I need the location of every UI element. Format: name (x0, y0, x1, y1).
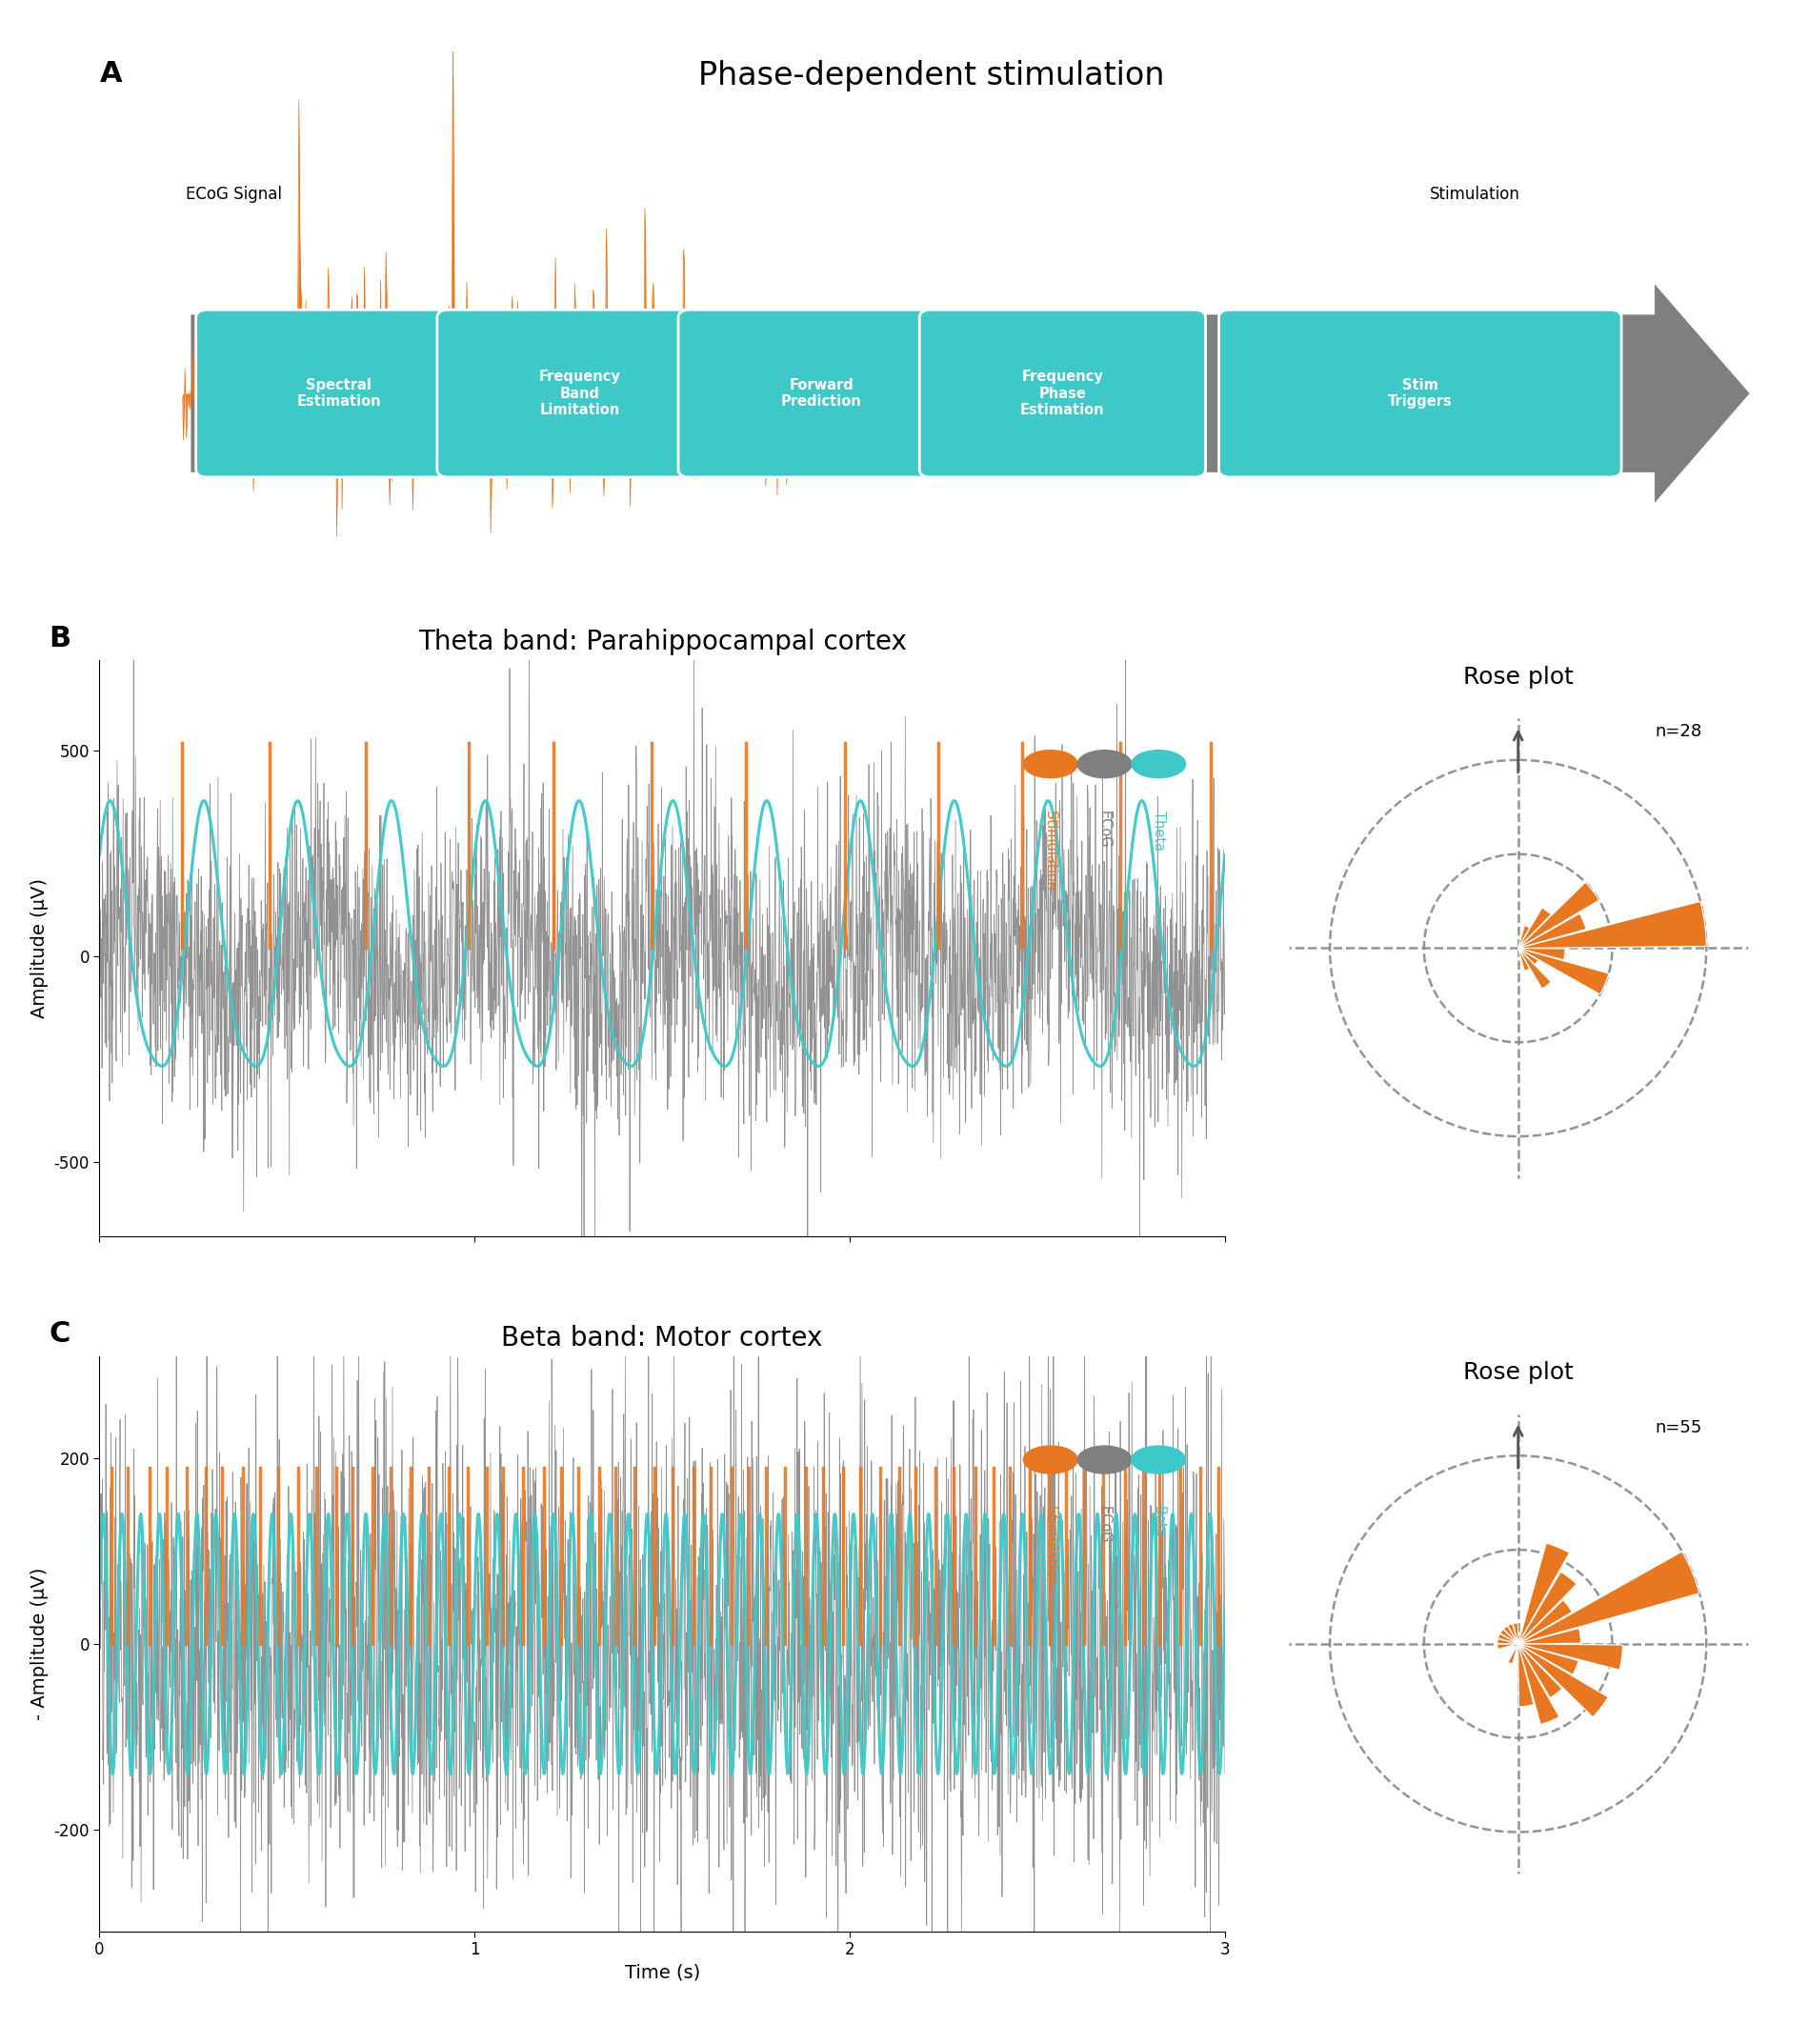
Text: n=55: n=55 (1654, 1419, 1701, 1437)
Bar (1499, 1633, 1519, 1643)
Circle shape (1023, 750, 1078, 779)
Text: A: A (99, 59, 121, 88)
Text: Stimulation: Stimulation (1043, 809, 1058, 891)
Text: Beta: Beta (1152, 1506, 1166, 1537)
Title: Theta band: Parahippocampal cortex: Theta band: Parahippocampal cortex (418, 630, 906, 656)
Text: Forward
Prediction: Forward Prediction (781, 378, 862, 409)
Title: Rose plot: Rose plot (1463, 1361, 1573, 1384)
Text: Frequency
Band
Limitation: Frequency Band Limitation (539, 370, 622, 417)
Bar (1488, 321, 1495, 401)
Bar (1519, 914, 1586, 948)
Y-axis label: Amplitude (μV): Amplitude (μV) (31, 879, 49, 1018)
Text: ECoG Signal: ECoG Signal (186, 186, 282, 202)
Bar (1519, 1551, 1700, 1643)
Text: ECoG: ECoG (1097, 1506, 1112, 1543)
Title: Rose plot: Rose plot (1463, 666, 1573, 689)
Bar (1501, 1629, 1519, 1643)
Circle shape (1078, 1445, 1132, 1474)
Text: B: B (49, 625, 71, 652)
Polygon shape (192, 284, 1750, 503)
Circle shape (1023, 1445, 1078, 1474)
Circle shape (1132, 750, 1186, 779)
Bar (1459, 321, 1466, 401)
Bar (1519, 948, 1539, 965)
Bar (1519, 1643, 1578, 1674)
Bar (1519, 1643, 1558, 1725)
FancyBboxPatch shape (678, 311, 964, 476)
Bar (1497, 1643, 1519, 1650)
Bar (1519, 1600, 1573, 1643)
Bar (1519, 883, 1598, 948)
Text: ECoG: ECoG (1097, 809, 1112, 848)
Y-axis label: - Amplitude (μV): - Amplitude (μV) (31, 1568, 49, 1721)
Bar (1519, 1643, 1562, 1699)
Text: Stimulation: Stimulation (1043, 1506, 1058, 1586)
Bar (1443, 321, 1450, 401)
Bar (1519, 1572, 1577, 1643)
Bar (1519, 948, 1530, 971)
Circle shape (1078, 750, 1132, 779)
Bar (1519, 1543, 1569, 1643)
Bar (1513, 1623, 1519, 1643)
Text: Theta: Theta (1152, 809, 1166, 850)
FancyBboxPatch shape (438, 311, 723, 476)
Bar (1519, 1629, 1580, 1643)
Title: Beta band: Motor cortex: Beta band: Motor cortex (501, 1325, 823, 1351)
Bar (1504, 1625, 1519, 1643)
Bar (1519, 901, 1707, 948)
Text: Stim
Triggers: Stim Triggers (1389, 378, 1452, 409)
Text: Spectral
Estimation: Spectral Estimation (297, 378, 381, 409)
Text: Frequency
Phase
Estimation: Frequency Phase Estimation (1020, 370, 1105, 417)
Bar (1519, 948, 1551, 989)
Bar (1519, 948, 1566, 961)
Bar (1519, 948, 1609, 993)
Bar (1519, 1643, 1607, 1717)
Bar (1508, 1623, 1519, 1643)
Bar (1497, 1639, 1519, 1643)
Bar (1539, 321, 1560, 401)
Text: n=28: n=28 (1654, 724, 1701, 740)
FancyBboxPatch shape (920, 311, 1206, 476)
Bar (1508, 1643, 1519, 1664)
FancyBboxPatch shape (1219, 311, 1622, 476)
Bar (1474, 321, 1481, 401)
Circle shape (1132, 1445, 1186, 1474)
Text: C: C (49, 1320, 71, 1347)
Bar (1519, 908, 1551, 948)
Bar (1519, 1643, 1622, 1670)
Bar (1519, 1643, 1533, 1707)
Text: Stimulation: Stimulation (1430, 186, 1521, 202)
X-axis label: Time (s): Time (s) (624, 1964, 700, 1983)
FancyBboxPatch shape (195, 311, 483, 476)
Text: Phase-dependent stimulation: Phase-dependent stimulation (698, 59, 1164, 92)
Bar (1519, 926, 1530, 948)
